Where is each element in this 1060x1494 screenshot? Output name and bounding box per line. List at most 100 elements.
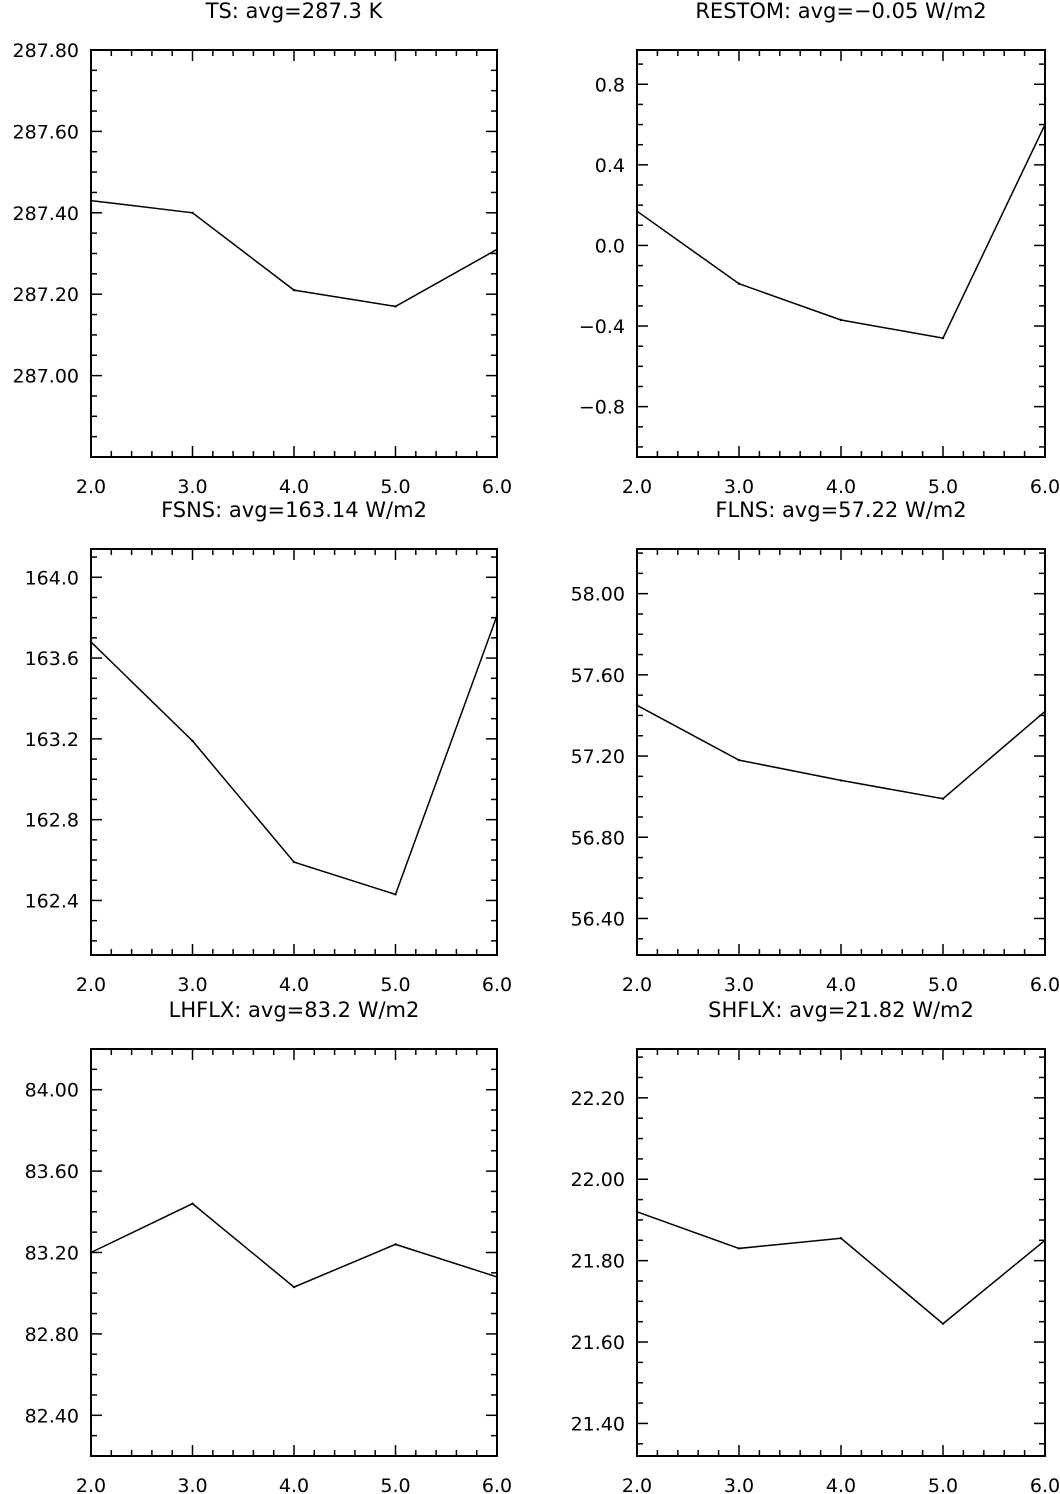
x-tick-label: 3.0 — [177, 1475, 207, 1494]
data-point — [394, 305, 397, 308]
x-tick-label: 5.0 — [928, 974, 958, 996]
data-point — [941, 797, 945, 800]
chart-title: SHFLX: avg=21.82 W/m2 — [708, 998, 974, 1022]
y-tick-label: 21.80 — [571, 1251, 625, 1273]
x-tick-label: 2.0 — [622, 1475, 652, 1494]
data-point — [89, 1251, 93, 1254]
y-tick-label: 162.8 — [25, 810, 79, 832]
data-point — [495, 248, 499, 251]
data-point — [635, 209, 639, 213]
series-line-flns — [636, 704, 1046, 800]
x-tick-label: 5.0 — [380, 974, 410, 996]
data-point — [839, 1237, 843, 1240]
y-tick-label: −0.8 — [579, 397, 625, 419]
x-tick-label: 2.0 — [76, 1475, 106, 1494]
series-line-fsns — [90, 615, 498, 896]
y-tick-label: 57.20 — [571, 746, 625, 768]
x-tick-label: 6.0 — [1030, 476, 1060, 498]
x-tick-label: 5.0 — [928, 476, 958, 498]
x-tick-label: 3.0 — [177, 476, 207, 498]
x-tick-label: 4.0 — [826, 1475, 856, 1494]
data-point — [292, 288, 296, 292]
plot-frame — [636, 1048, 1046, 1457]
data-point — [839, 318, 843, 322]
y-tick-label: 21.60 — [571, 1332, 625, 1354]
y-tick-label: 287.80 — [13, 40, 79, 62]
y-tick-label: 162.4 — [25, 890, 79, 912]
y-tick-label: 0.8 — [595, 74, 625, 96]
x-tick-label: 3.0 — [724, 1475, 754, 1494]
data-point — [1043, 710, 1047, 713]
y-tick-label: 82.40 — [25, 1405, 79, 1427]
y-tick-label: 0.0 — [595, 235, 625, 257]
y-tick-label: 56.80 — [571, 827, 625, 849]
x-tick-label: 2.0 — [622, 974, 652, 996]
data-point — [394, 893, 397, 896]
y-tick-label: 58.00 — [571, 584, 625, 606]
y-tick-label: 0.4 — [595, 155, 625, 177]
chart-panel-2: RESTOM: avg=−0.05 W/m2 2.0 3.0 4.0 5.0 6.0 −0.… — [579, 0, 1060, 498]
y-tick-label: 84.00 — [25, 1080, 79, 1102]
y-tick-label: 57.60 — [571, 665, 625, 687]
x-tick-label: 4.0 — [279, 974, 309, 996]
plot-frame — [90, 49, 498, 458]
plot-frame — [90, 548, 498, 956]
chart-title: RESTOM: avg=−0.05 W/m2 — [695, 0, 986, 23]
data-point — [737, 282, 741, 285]
y-tick-label: 83.60 — [25, 1161, 79, 1183]
y-tick-label: 22.00 — [571, 1169, 625, 1191]
x-tick-label: 6.0 — [482, 476, 512, 498]
x-tick-label: 4.0 — [279, 476, 309, 498]
chart-title: FLNS: avg=57.22 W/m2 — [715, 498, 966, 522]
data-point — [191, 739, 194, 743]
y-tick-label: −0.4 — [579, 316, 625, 338]
y-tick-label: 22.20 — [571, 1088, 625, 1110]
data-point — [89, 640, 93, 644]
x-tick-label: 6.0 — [482, 974, 512, 996]
data-point — [191, 1202, 194, 1205]
chart-panel-6: SHFLX: avg=21.82 W/m2 2.0 3.0 4.0 5.0 6.0 21.4… — [571, 998, 1060, 1494]
data-point — [635, 704, 639, 707]
data-point — [941, 336, 945, 340]
data-point — [292, 860, 296, 864]
x-tick-label: 6.0 — [1030, 1475, 1060, 1494]
y-tick-label: 287.20 — [13, 284, 79, 306]
data-point — [89, 199, 93, 202]
series-line-shflx — [636, 1211, 1046, 1325]
data-point — [635, 1210, 639, 1214]
series-line-restom — [636, 124, 1046, 339]
x-tick-label: 3.0 — [177, 974, 207, 996]
y-tick-label: 163.6 — [25, 648, 79, 670]
x-tick-label: 4.0 — [826, 476, 856, 498]
y-tick-label: 164.0 — [25, 567, 79, 589]
data-point — [495, 1275, 499, 1279]
data-point — [839, 779, 843, 782]
chart-panel-4: FLNS: avg=57.22 W/m2 2.0 3.0 4.0 5.0 6.0 56.40… — [571, 498, 1060, 996]
data-point — [191, 211, 194, 214]
data-point — [737, 758, 741, 762]
data-point — [941, 1322, 945, 1325]
y-tick-label: 287.40 — [13, 203, 79, 225]
chart-panel-5: LHFLX: avg=83.2 W/m2 2.0 3.0 4.0 5.0 6.0 82.40… — [25, 998, 513, 1494]
x-tick-label: 2.0 — [76, 974, 106, 996]
series-line-lhflx — [90, 1202, 498, 1288]
x-tick-label: 3.0 — [724, 974, 754, 996]
x-tick-label: 5.0 — [380, 1475, 410, 1494]
x-tick-label: 4.0 — [279, 1475, 309, 1494]
plot-frame — [636, 548, 1046, 956]
y-tick-label: 163.2 — [25, 729, 79, 751]
x-tick-label: 3.0 — [724, 476, 754, 498]
chart-panel-1: TS: avg=287.3 K 2.0 3.0 4.0 5.0 6.0 287.00 287.… — [13, 0, 513, 498]
chart-title: TS: avg=287.3 K — [205, 0, 384, 23]
y-tick-label: 287.60 — [13, 121, 79, 143]
x-tick-label: 6.0 — [1030, 974, 1060, 996]
plot-frame — [90, 1048, 498, 1457]
chart-title: FSNS: avg=163.14 W/m2 — [161, 498, 427, 522]
x-tick-label: 2.0 — [622, 476, 652, 498]
data-point — [394, 1243, 397, 1246]
data-point — [1043, 123, 1047, 126]
x-tick-label: 2.0 — [76, 476, 106, 498]
chart-title: LHFLX: avg=83.2 W/m2 — [169, 998, 420, 1022]
y-tick-label: 82.80 — [25, 1324, 79, 1346]
x-tick-label: 6.0 — [482, 1475, 512, 1494]
